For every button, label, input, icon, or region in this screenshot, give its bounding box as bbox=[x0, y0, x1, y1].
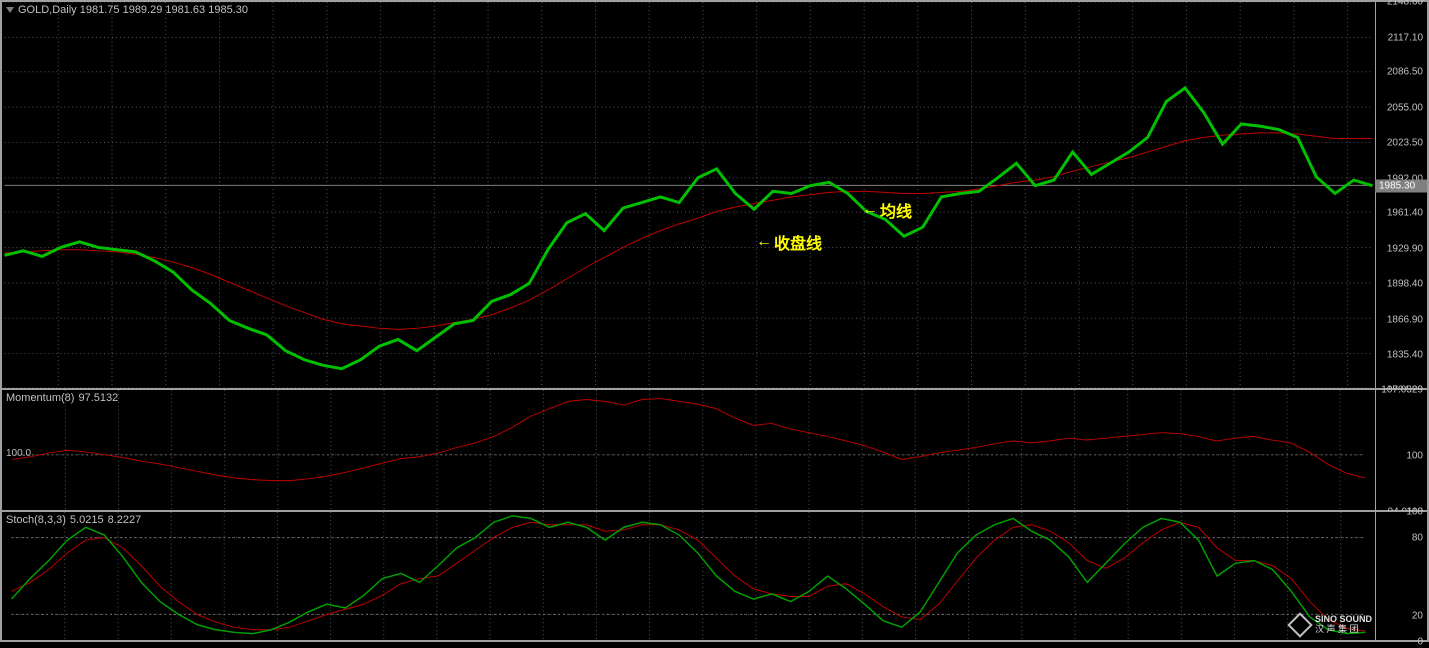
price-pane-title: GOLD,Daily 1981.75 1989.29 1981.63 1985.… bbox=[6, 4, 248, 16]
momentum-plot[interactable] bbox=[2, 390, 1375, 510]
momentum-pane[interactable]: Momentum(8) 97.5132 100.0 107.032910094.… bbox=[1, 389, 1428, 511]
price-plot[interactable] bbox=[2, 2, 1375, 388]
y-tick-label: 80 bbox=[1412, 533, 1423, 544]
y-tick-label: 0 bbox=[1417, 637, 1423, 648]
y-tick-label: 20 bbox=[1412, 611, 1423, 622]
watermark-logo: SINO SOUND 汉 声 集 团 bbox=[1291, 615, 1372, 635]
momentum-title: Momentum(8) 97.5132 bbox=[6, 392, 118, 404]
y-tick-label: 2023.50 bbox=[1387, 138, 1423, 149]
y-tick-label: 1835.40 bbox=[1387, 350, 1423, 361]
stochastic-pane[interactable]: Stoch(8,3,3) 5.0215 8.2227 10080200 bbox=[1, 511, 1428, 641]
stochastic-y-axis: 10080200 bbox=[1375, 512, 1427, 640]
y-tick-label: 100 bbox=[1406, 450, 1423, 461]
y-tick-label: 2086.50 bbox=[1387, 67, 1423, 78]
y-tick-label: 1961.40 bbox=[1387, 208, 1423, 219]
y-tick-label: 100 bbox=[1406, 507, 1423, 518]
y-tick-label: 1866.90 bbox=[1387, 314, 1423, 325]
annotation-ma: ←均线 bbox=[862, 198, 912, 222]
price-pane[interactable]: GOLD,Daily 1981.75 1989.29 1981.63 1985.… bbox=[1, 1, 1428, 389]
stochastic-title: Stoch(8,3,3) 5.0215 8.2227 bbox=[6, 514, 141, 526]
y-tick-label: 2055.00 bbox=[1387, 102, 1423, 113]
diamond-icon bbox=[1287, 612, 1312, 637]
momentum-y-axis: 107.032910094.0118 bbox=[1375, 390, 1427, 510]
y-tick-label: 1898.40 bbox=[1387, 279, 1423, 290]
price-y-axis: 2148.602117.102086.502055.002023.501992.… bbox=[1375, 2, 1427, 388]
annotation-close: ←收盘线 bbox=[756, 230, 822, 254]
y-tick-label: 107.0329 bbox=[1381, 385, 1423, 396]
current-price-flag: 1985.30 bbox=[1375, 180, 1427, 193]
y-tick-label: 2148.60 bbox=[1387, 0, 1423, 8]
y-tick-label: 2117.10 bbox=[1388, 32, 1423, 43]
trading-chart-container: GOLD,Daily 1981.75 1989.29 1981.63 1985.… bbox=[0, 0, 1429, 642]
dropdown-icon[interactable] bbox=[6, 7, 14, 13]
y-tick-label: 1929.90 bbox=[1387, 243, 1423, 254]
arrow-left-icon: ← bbox=[756, 233, 772, 251]
stochastic-plot[interactable] bbox=[2, 512, 1375, 640]
arrow-left-icon: ← bbox=[862, 201, 878, 219]
